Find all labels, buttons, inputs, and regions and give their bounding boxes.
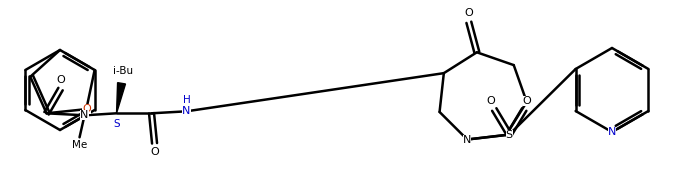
Text: N: N (182, 106, 191, 116)
Text: O: O (82, 104, 91, 114)
Text: O: O (464, 8, 473, 18)
Text: S: S (113, 119, 120, 129)
Text: N: N (608, 127, 616, 137)
Text: S: S (506, 130, 512, 139)
Text: N: N (463, 134, 471, 144)
Text: O: O (56, 75, 65, 85)
Text: i-Bu: i-Bu (114, 66, 133, 76)
Text: N: N (81, 110, 89, 120)
Text: O: O (487, 95, 496, 105)
Text: O: O (150, 147, 159, 157)
Text: H: H (183, 95, 190, 105)
Text: O: O (523, 95, 531, 105)
Polygon shape (116, 83, 125, 113)
Text: Me: Me (72, 140, 87, 150)
